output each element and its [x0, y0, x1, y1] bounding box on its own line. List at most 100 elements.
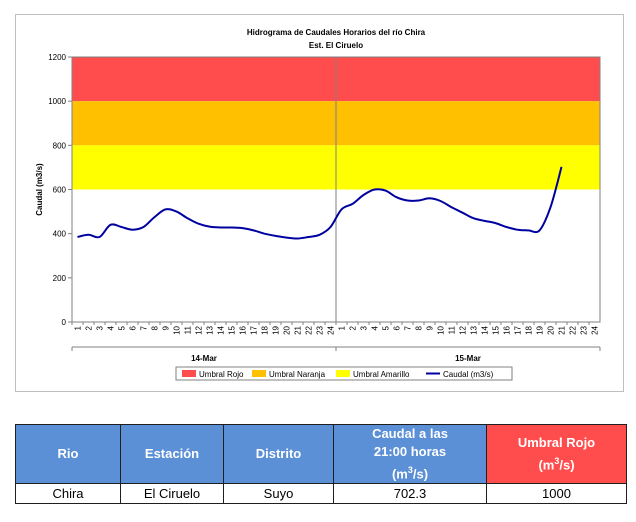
cell-caudal: 702.3 — [333, 483, 487, 505]
header-caudal-unit-sup: 3 — [407, 465, 413, 475]
y-tick-label-4: 800 — [53, 141, 67, 150]
y-axis-label: Caudal (m3/s) — [35, 163, 44, 216]
data-point — [352, 203, 354, 205]
header-rio: Rio — [15, 423, 121, 485]
x-tick-label-28: 5 — [382, 325, 391, 330]
x-tick-label-35: 12 — [459, 325, 468, 334]
data-point — [154, 216, 156, 218]
legend-swatch-0 — [182, 370, 196, 377]
chart-title: Hidrograma de Caudales Horarios del río … — [247, 28, 426, 37]
x-tick-label-30: 7 — [404, 325, 413, 330]
cell-estacion: El Ciruelo — [120, 483, 224, 505]
data-point — [451, 206, 453, 208]
x-tick-label-27: 4 — [371, 325, 380, 330]
chart-subtitle: Est. El Ciruelo — [309, 41, 363, 50]
x-tick-label-16: 17 — [250, 325, 259, 334]
data-point — [187, 217, 189, 219]
data-point — [462, 212, 464, 214]
legend-label-3: Caudal (m3/s) — [443, 370, 494, 379]
data-point — [385, 190, 387, 192]
header-umbral-line1: Umbral Rojo — [517, 435, 596, 450]
legend-label-2: Umbral Amarillo — [353, 370, 410, 379]
data-point — [506, 226, 508, 228]
header-umbral-unit: (m — [538, 457, 555, 473]
data-point — [143, 226, 145, 228]
data-point — [264, 233, 266, 235]
y-tick-label-3: 600 — [53, 186, 67, 195]
data-point — [550, 206, 552, 208]
x-tick-label-43: 20 — [547, 325, 556, 334]
y-tick-label-6: 1200 — [48, 53, 66, 62]
x-tick-label-29: 6 — [393, 325, 402, 330]
x-tick-label-12: 13 — [206, 325, 215, 334]
y-tick-label-0: 0 — [62, 318, 67, 327]
data-point — [484, 220, 486, 222]
data-point — [176, 211, 178, 213]
data-point — [297, 238, 299, 240]
data-point — [198, 223, 200, 225]
data-point — [418, 200, 420, 202]
y-tick-label-5: 1000 — [48, 97, 66, 106]
header-umbral-unit-sup: 3 — [554, 456, 560, 466]
data-point — [341, 209, 343, 211]
x-tick-label-31: 8 — [415, 325, 424, 330]
data-point — [495, 222, 497, 224]
x-tick-label-19: 20 — [283, 325, 292, 334]
x-tick-label-38: 15 — [492, 325, 501, 334]
header-caudal-unit: (m — [391, 466, 408, 482]
cell-umbral: 1000 — [486, 483, 627, 505]
hydrograph-chart: Hidrograma de Caudales Horarios del río … — [15, 14, 624, 392]
chart-canvas: Hidrograma de Caudales Horarios del río … — [35, 28, 601, 381]
x-tick-label-15: 16 — [239, 325, 248, 334]
day-group-label-1: 15-Mar — [455, 354, 481, 363]
header-caudal-line1: Caudal a las — [372, 426, 448, 441]
data-point — [561, 166, 563, 168]
data-point — [374, 189, 376, 191]
cell-rio: Chira — [15, 483, 121, 505]
x-tick-label-39: 16 — [503, 325, 512, 334]
data-point — [242, 227, 244, 229]
legend-label-0: Umbral Rojo — [199, 370, 244, 379]
x-tick-label-1: 2 — [85, 325, 94, 330]
header-caudal-line2: 21:00 horas — [373, 444, 447, 459]
data-point — [396, 196, 398, 198]
x-tick-label-47: 24 — [591, 325, 600, 334]
x-tick-label-10: 11 — [184, 325, 193, 334]
x-tick-label-3: 4 — [107, 325, 116, 330]
x-tick-label-46: 23 — [580, 325, 589, 334]
x-tick-label-9: 10 — [173, 325, 182, 334]
x-tick-label-7: 8 — [151, 325, 160, 330]
header-caudal-unit-end: /s) — [412, 466, 429, 482]
data-point — [473, 217, 475, 219]
data-point — [77, 236, 79, 238]
cell-distrito: Suyo — [223, 483, 334, 505]
data-point — [330, 226, 332, 228]
x-tick-label-21: 22 — [305, 325, 314, 334]
data-point — [110, 224, 112, 226]
x-tick-label-24: 1 — [338, 325, 347, 330]
data-point — [220, 227, 222, 229]
table-row: Chira El Ciruelo Suyo 702.3 1000 — [15, 483, 627, 505]
x-tick-label-2: 3 — [96, 325, 105, 330]
x-tick-label-37: 14 — [481, 325, 490, 334]
x-tick-label-5: 6 — [129, 325, 138, 330]
data-point — [165, 209, 167, 211]
x-tick-label-6: 7 — [140, 325, 149, 330]
x-tick-label-14: 15 — [228, 325, 237, 334]
data-point — [231, 227, 233, 229]
data-point — [99, 236, 101, 238]
data-point — [363, 194, 365, 196]
x-tick-label-13: 14 — [217, 325, 226, 334]
header-umbral-rojo: Umbral Rojo (m3/s) — [486, 423, 627, 485]
x-tick-label-0: 1 — [74, 325, 83, 330]
x-tick-label-20: 21 — [294, 325, 303, 334]
legend-swatch-1 — [252, 370, 266, 377]
data-point — [253, 230, 255, 232]
x-tick-label-8: 9 — [162, 325, 171, 330]
x-tick-label-41: 18 — [525, 325, 534, 334]
x-tick-label-22: 23 — [316, 325, 325, 334]
header-umbral-unit-end: /s) — [559, 457, 575, 473]
data-point — [517, 229, 519, 231]
data-point — [539, 230, 541, 232]
flow-summary-table: Rio Estación Distrito Caudal a las 21:00… — [15, 423, 627, 505]
